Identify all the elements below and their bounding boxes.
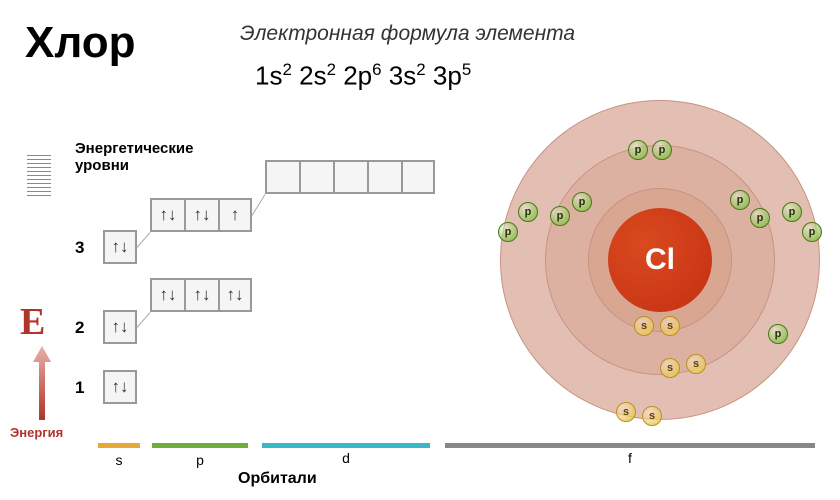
electron-s: s xyxy=(660,316,680,336)
energy-arrow-icon xyxy=(29,344,55,424)
electron-p: p xyxy=(782,202,802,222)
electron-p: p xyxy=(768,324,788,344)
electron-s: s xyxy=(634,316,654,336)
electron-p: p xyxy=(498,222,518,242)
electron-p: p xyxy=(652,140,672,160)
orbitals-title: Орбитали xyxy=(238,470,317,488)
electron-s: s xyxy=(616,402,636,422)
orbital-bar-label: d xyxy=(262,450,430,466)
electron-p: p xyxy=(750,208,770,228)
electron-s: s xyxy=(660,358,680,378)
nucleus: Cl xyxy=(608,208,712,312)
electron-p: p xyxy=(802,222,822,242)
formula-subtitle: Электронная формула элемента xyxy=(240,22,575,46)
element-title: Хлор xyxy=(25,18,135,68)
electron-s: s xyxy=(642,406,662,426)
orbital-bar-label: s xyxy=(98,452,140,468)
electron-p: p xyxy=(628,140,648,160)
level-number: 3 xyxy=(75,238,84,258)
orbital-group: ↑↓↑↓↑ xyxy=(150,198,252,232)
energy-bottom-label: Энергия xyxy=(10,425,63,440)
orbital-bar-d xyxy=(262,443,430,448)
orbital-group: ↑↓↑↓↑↓ xyxy=(150,278,252,312)
electron-p: p xyxy=(518,202,538,222)
electron-p: p xyxy=(572,192,592,212)
orbital-bar-label: f xyxy=(445,450,815,466)
orbital-bar-p xyxy=(152,443,248,448)
orbital-bar-s xyxy=(98,443,140,448)
orbital-bar-label: p xyxy=(152,452,248,468)
orbital-cell: ↑↓ xyxy=(103,310,137,344)
level-number: 1 xyxy=(75,378,84,398)
orbital-cell: ↑↓ xyxy=(103,230,137,264)
orbital-cell: ↑↓ xyxy=(103,370,137,404)
energy-e-letter: E xyxy=(20,300,45,344)
electron-formula: 1s2 2s2 2p6 3s2 3p5 xyxy=(255,60,471,92)
orbital-group xyxy=(265,160,435,194)
electron-p: p xyxy=(730,190,750,210)
orbital-bar-f xyxy=(445,443,815,448)
electron-p: p xyxy=(550,206,570,226)
level-number: 2 xyxy=(75,318,84,338)
electron-s: s xyxy=(686,354,706,374)
energy-ticks xyxy=(27,155,51,199)
energy-levels-label: Энергетические уровни xyxy=(75,140,193,174)
